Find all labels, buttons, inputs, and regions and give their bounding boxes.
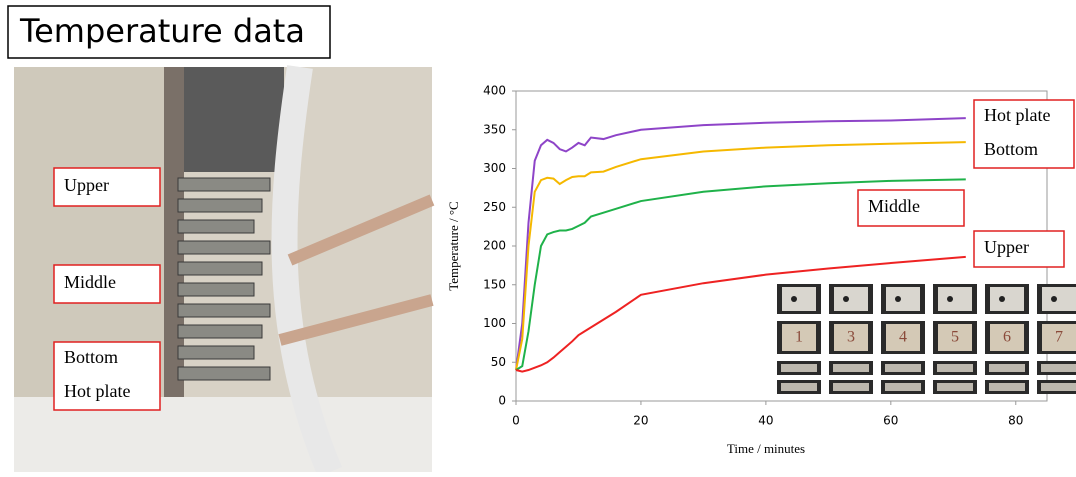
label-box [53, 167, 161, 207]
y-tick-label: 350 [483, 122, 506, 136]
sensor [177, 261, 263, 276]
chip-dot [791, 296, 797, 302]
label-box [53, 341, 161, 411]
x-axis-label: Time / minutes [727, 441, 805, 456]
label-text: Middle [64, 272, 116, 292]
sensor [177, 219, 255, 234]
chip-number: 7 [1055, 329, 1063, 346]
x-tick-label: 80 [1008, 414, 1023, 428]
chip-face [937, 383, 973, 391]
chip-dot [947, 296, 953, 302]
x-tick-label: 40 [758, 414, 773, 428]
sensor [177, 282, 255, 297]
chip-face [782, 287, 816, 311]
wires [278, 194, 435, 346]
sensor [177, 324, 263, 339]
chip-face [1041, 364, 1076, 372]
x-tick-label: 0 [512, 414, 520, 428]
label-text: Upper [64, 175, 109, 195]
chip-face [938, 324, 972, 351]
chip-face [834, 324, 868, 351]
chip-face [886, 324, 920, 351]
sensor [177, 345, 255, 360]
chip-face [938, 287, 972, 311]
chip-face [937, 364, 973, 372]
y-tick-label: 0 [498, 394, 506, 408]
chip-face [885, 383, 921, 391]
block [184, 67, 284, 172]
chip-inset: 1 3 4 5 6 7 [777, 284, 1076, 394]
chip-face [885, 364, 921, 372]
chip-face [990, 287, 1024, 311]
chip-face [1041, 383, 1076, 391]
label-text: Hot plate [984, 105, 1050, 125]
photo-labels: Upper Middle Bottom Hot plate [53, 167, 161, 411]
label-box [53, 264, 161, 304]
x-tick-label: 60 [883, 414, 898, 428]
chip-face [989, 364, 1025, 372]
chart: 0 50 100 150 200 250 300 350 400 0 20 40 60 80 [483, 84, 1023, 428]
label-text: Upper [984, 237, 1029, 257]
title-box [7, 5, 331, 59]
label-box [857, 189, 965, 227]
line-series [515, 255, 966, 373]
chip-face [781, 364, 817, 372]
y-tick-label: 50 [491, 355, 506, 369]
y-tick-label: 250 [483, 200, 506, 214]
chip-face [989, 383, 1025, 391]
sensor [177, 303, 271, 318]
label-text: Middle [868, 196, 920, 216]
chip-face [782, 324, 816, 351]
sensor [177, 198, 263, 213]
chip-number: 1 [795, 329, 803, 346]
annotations: Hot plate Bottom Middle Upper [857, 99, 1075, 268]
chip-face [781, 383, 817, 391]
chip-face [990, 324, 1024, 351]
sensor [177, 177, 271, 192]
chip-face [1042, 287, 1076, 311]
y-tick-label: 150 [483, 277, 506, 291]
chip-number: 5 [951, 329, 959, 346]
chip-dot [843, 296, 849, 302]
chip-face [833, 383, 869, 391]
label-box [973, 230, 1065, 268]
label-text: Bottom [64, 347, 118, 367]
line-series [515, 141, 966, 371]
chip-face [834, 287, 868, 311]
label-text: Bottom [984, 139, 1038, 159]
y-tick-label: 300 [483, 161, 506, 175]
chip-face [833, 364, 869, 372]
chip-face [886, 287, 920, 311]
y-axis-label: Temperature / °C [446, 201, 461, 290]
chip-face [1042, 324, 1076, 351]
chip-number: 3 [847, 329, 855, 346]
label-text: Hot plate [64, 381, 130, 401]
x-tick-label: 20 [633, 414, 648, 428]
line-series [515, 117, 966, 371]
y-tick-label: 400 [483, 84, 506, 98]
tube [271, 65, 342, 477]
chip-number: 6 [1003, 329, 1011, 346]
sensor-stack [177, 177, 271, 381]
chip-dot [1051, 296, 1057, 302]
chip-number: 4 [899, 329, 907, 346]
line-series [515, 178, 966, 371]
y-tick-label: 200 [483, 239, 506, 253]
slide-title: Temperature data [19, 12, 305, 50]
chip-dot [999, 296, 1005, 302]
sensor [177, 240, 271, 255]
label-box [973, 99, 1075, 169]
sensor [177, 366, 271, 381]
y-tick-label: 100 [483, 316, 506, 330]
chip-dot [895, 296, 901, 302]
